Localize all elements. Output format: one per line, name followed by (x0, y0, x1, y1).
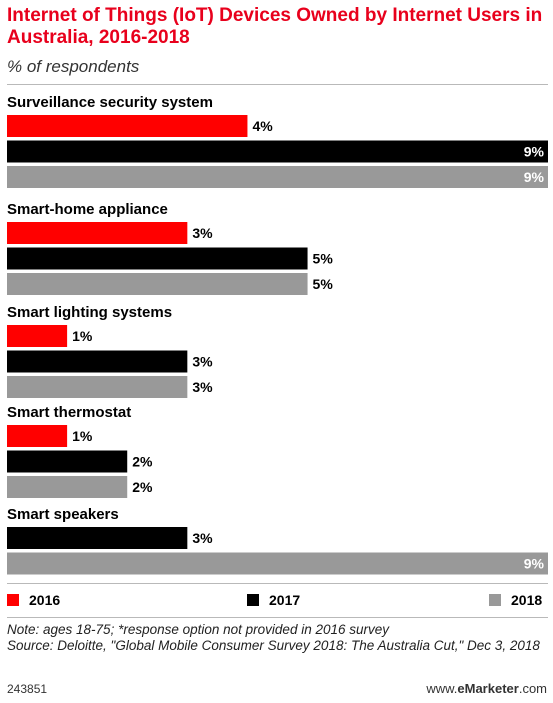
bar-value-label: 4% (252, 118, 273, 134)
bar-2017 (7, 450, 128, 473)
bar-2018 (7, 273, 308, 295)
chart-notes: Note: ages 18-75; *response option not p… (7, 622, 547, 654)
bar-value-label: 9% (524, 556, 545, 572)
brand-link[interactable]: www.eMarketer.com (426, 681, 547, 696)
notes-divider (7, 617, 548, 618)
brand-name: eMarketer (457, 681, 519, 696)
bar-2016 (7, 425, 68, 447)
legend-divider (7, 583, 548, 584)
bar-value-label: 3% (192, 354, 213, 370)
bar-2016 (7, 222, 188, 244)
bar-value-label: 3% (192, 530, 213, 546)
category-label: Smart lighting systems (7, 304, 172, 321)
bar-2017 (7, 247, 308, 270)
bar-2018 (7, 376, 188, 398)
chart-title: Internet of Things (IoT) Devices Owned b… (7, 5, 543, 48)
brand-prefix: www. (426, 681, 458, 696)
legend-label-2017: 2017 (269, 592, 301, 608)
bar-2018 (7, 476, 128, 498)
bar-value-label: 3% (192, 225, 213, 241)
bar-2016 (7, 115, 248, 137)
top-divider (7, 84, 548, 85)
category-label: Smart thermostat (7, 404, 131, 421)
bar-value-label: 9% (524, 169, 545, 185)
category-label: Smart-home appliance (7, 201, 168, 218)
category-label: Surveillance security system (7, 94, 213, 111)
bar-value-label: 5% (313, 276, 334, 292)
bar-2016 (7, 325, 68, 347)
chart-subtitle: % of respondents (7, 57, 140, 76)
bar-value-label: 5% (313, 251, 334, 267)
bar-value-label: 3% (192, 379, 213, 395)
legend-label-2016: 2016 (29, 592, 61, 608)
bar-value-label: 1% (72, 428, 93, 444)
bar-value-label: 2% (132, 454, 153, 470)
source-text: Source: Deloitte, "Global Mobile Consume… (7, 638, 540, 653)
bar-2017 (7, 350, 188, 373)
chart-id: 243851 (7, 682, 48, 696)
bar-chart: Surveillance security system 4% 9% 9% Smart-… (7, 94, 548, 575)
bar-2018 (7, 552, 548, 575)
bar-value-label: 1% (72, 328, 93, 344)
legend-label-2018: 2018 (511, 592, 543, 608)
legend-swatch-2017 (247, 594, 259, 606)
legend-swatch-2018 (489, 594, 501, 606)
bar-2017 (7, 527, 188, 549)
bar-2017 (7, 140, 548, 163)
note-text: Note: ages 18-75; *response option not p… (7, 622, 390, 637)
bar-value-label: 9% (524, 144, 545, 160)
bar-2018 (7, 166, 548, 188)
brand-suffix: .com (518, 681, 547, 696)
bar-value-label: 2% (132, 479, 153, 495)
legend-swatch-2016 (7, 594, 19, 606)
category-label: Smart speakers (7, 506, 119, 523)
